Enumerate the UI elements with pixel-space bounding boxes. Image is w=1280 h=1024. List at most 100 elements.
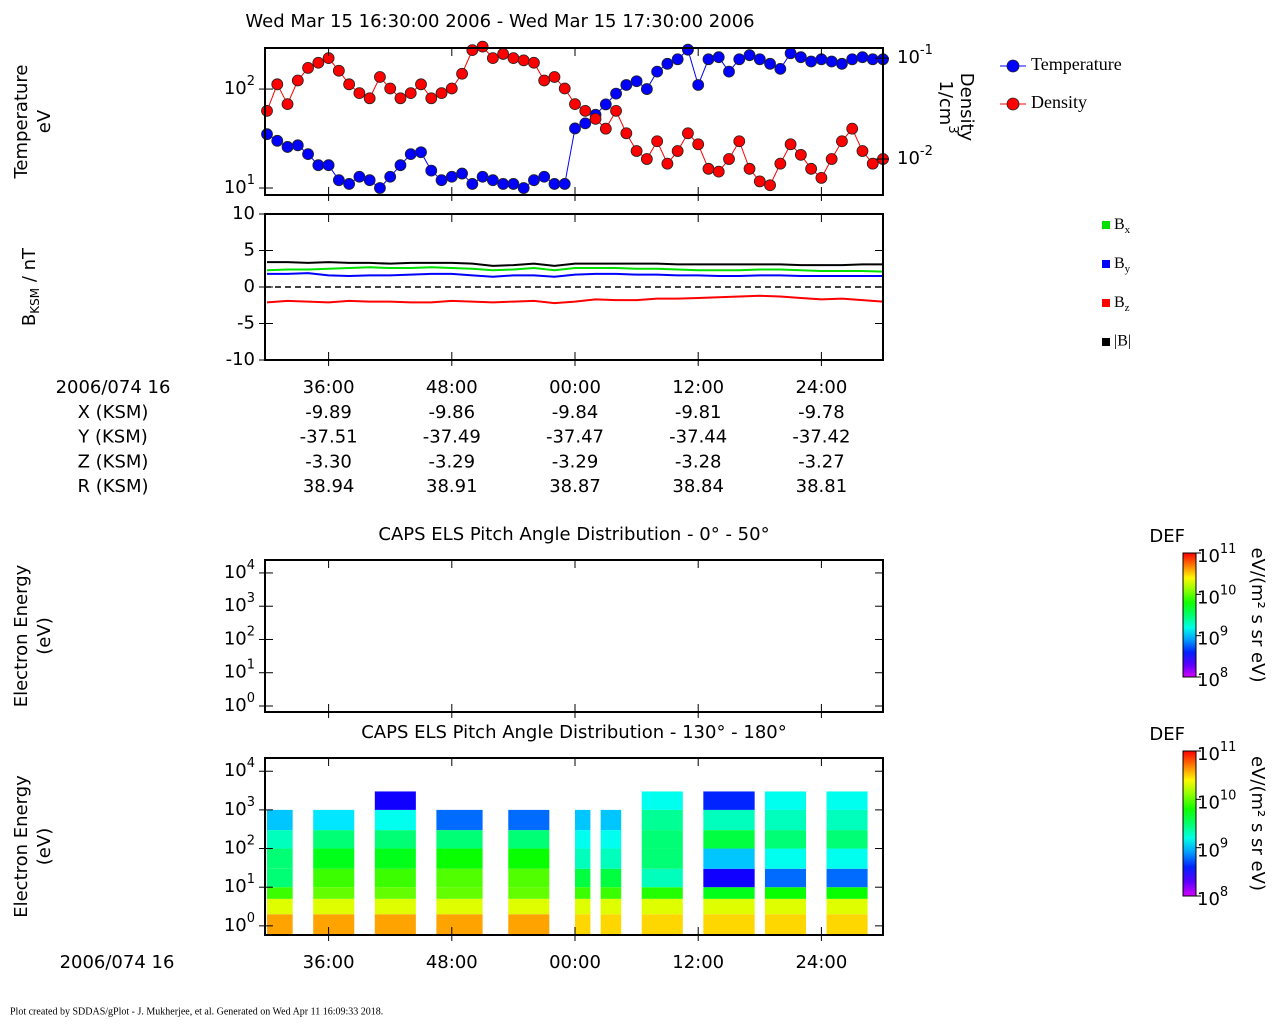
ephemeris-value: -9.81	[675, 402, 722, 423]
series-line	[266, 46, 884, 186]
y-tick-label: 101	[224, 872, 255, 898]
spectrogram-cell	[508, 868, 550, 888]
data-point	[733, 53, 746, 66]
data-point	[692, 138, 705, 151]
data-point	[322, 159, 335, 172]
data-point	[682, 43, 694, 56]
data-point	[599, 122, 612, 135]
spectrogram-cell	[508, 898, 550, 915]
data-point	[836, 135, 848, 148]
spectrogram-cell	[826, 914, 868, 935]
ephemeris-value: 38.91	[426, 476, 478, 497]
data-point	[517, 182, 530, 194]
data-point	[548, 178, 561, 190]
data-point	[291, 139, 304, 152]
data-point	[836, 57, 848, 70]
data-point	[815, 172, 828, 184]
spectrogram-cell	[436, 809, 483, 831]
spectrogram-cell	[267, 830, 293, 849]
data-point	[702, 53, 715, 66]
y-tick-label: 0	[244, 276, 255, 297]
data-point	[497, 48, 510, 60]
spectrogram-cell	[764, 830, 806, 849]
ephemeris-value: -9.78	[798, 402, 845, 423]
colorbar-tick-label: 109	[1197, 836, 1228, 862]
data-point	[558, 178, 571, 190]
panel-title: CAPS ELS Pitch Angle Distribution - 130°…	[361, 722, 787, 743]
spectrogram-cell	[600, 809, 622, 831]
y-axis-label: Electron Energy	[11, 564, 32, 707]
ephemeris-value: -37.49	[423, 427, 481, 448]
legend-swatch	[1102, 338, 1110, 346]
ephemeris-value: -3.30	[305, 451, 352, 472]
legend-label: Bz	[1114, 294, 1130, 314]
data-point	[661, 57, 674, 70]
colorbar-tick-label: 108	[1197, 885, 1228, 911]
data-point	[528, 174, 540, 187]
legend-marker	[1006, 59, 1020, 73]
data-point	[538, 170, 551, 183]
data-point	[640, 153, 653, 165]
data-point	[363, 174, 376, 187]
spectrogram-cell	[313, 809, 355, 831]
footer: Plot created by SDDAS/gPlot - J. Mukherj…	[10, 1006, 383, 1017]
spectrogram-cell	[436, 898, 483, 915]
data-point	[332, 174, 345, 187]
spectrogram-cell	[641, 914, 683, 935]
spectrogram-cell	[436, 914, 483, 935]
y-tick-label: 104	[224, 756, 255, 782]
data-point	[435, 87, 448, 100]
spectrogram-cell	[313, 848, 355, 869]
spectrogram-cell	[600, 887, 622, 899]
data-point	[394, 159, 407, 172]
colorbar-tick-label: 1011	[1197, 740, 1236, 766]
colorbar-label: DEF	[1149, 724, 1185, 745]
y-tick-label: -10	[226, 349, 255, 370]
spectrogram-cell	[641, 868, 683, 888]
spectrogram-cell	[374, 887, 416, 899]
data-point	[302, 148, 314, 161]
data-point	[456, 167, 468, 180]
data-point	[702, 162, 715, 175]
spectrogram-cell	[374, 914, 416, 935]
ephemeris-value: 38.87	[549, 476, 601, 497]
spectrogram-cell	[436, 830, 483, 849]
data-point	[261, 128, 273, 141]
data-point	[332, 64, 345, 77]
spectrogram-cell	[575, 898, 591, 915]
data-point	[271, 134, 284, 147]
data-point	[825, 153, 838, 165]
spectrogram-cell	[764, 914, 806, 935]
data-point	[630, 75, 643, 88]
data-point	[846, 122, 859, 135]
spectrogram-cell	[374, 898, 416, 915]
data-point	[497, 178, 510, 190]
spectrogram-cell	[575, 830, 591, 849]
ephemeris-header: 2006/074 16	[56, 377, 171, 398]
data-point	[281, 141, 294, 153]
data-point	[692, 79, 705, 91]
spectrogram-cell	[436, 887, 483, 899]
data-point	[682, 127, 694, 140]
data-point	[353, 170, 366, 183]
data-point	[445, 170, 458, 183]
spectrogram-cell	[267, 914, 293, 935]
x-tick-label: 12:00	[672, 377, 724, 398]
data-point	[374, 71, 386, 83]
x-tick-label: 48:00	[426, 952, 478, 973]
plot-frame	[264, 757, 884, 936]
y-tick-label: 100	[224, 690, 255, 716]
data-point	[466, 44, 479, 57]
spectrogram-cell	[600, 868, 622, 888]
y-tick-label: 101	[224, 173, 255, 199]
y-tick-label: 104	[224, 557, 255, 583]
data-point	[404, 148, 417, 161]
data-point	[271, 78, 284, 91]
y-tick-label: -5	[237, 313, 255, 334]
data-point	[712, 51, 725, 64]
spectrogram-cell	[267, 848, 293, 869]
data-point	[394, 92, 407, 105]
y-tick-label: 102	[224, 624, 255, 650]
